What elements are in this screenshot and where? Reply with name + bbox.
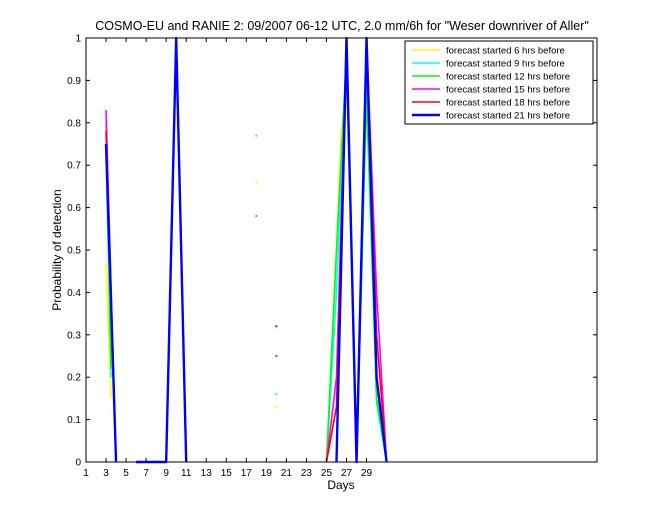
x-tick-label-12: 25 [321,468,333,479]
series-5 [104,36,388,464]
legend-label-3: forecast started 15 hrs before [446,85,570,96]
y-tick-label-3: 0.3 [67,330,81,341]
series-0-segment-0 [105,262,112,399]
series-5-segment-0 [104,143,118,463]
y-axis-ticks: 0 0.1 0.2 0.3 0.4 0.5 0.6 0.7 0.8 0.9 1 [67,34,597,469]
y-tick-label-7: 0.7 [67,161,81,172]
legend-label-2: forecast started 12 hrs before [446,72,570,83]
series-0-point-0 [255,181,258,184]
y-tick-label-8: 0.8 [67,118,81,129]
series-0-point-1 [275,405,278,408]
x-tick-label-9: 19 [261,468,273,479]
series-5-segment-2 [335,36,388,464]
chart-title: COSMO-EU and RANIE 2: 09/2007 06-12 UTC,… [95,19,589,33]
y-tick-label-4: 0.4 [67,288,81,299]
legend-label-5: forecast started 21 hrs before [446,111,570,122]
x-tick-label-1: 3 [103,468,109,479]
legend-label-1: forecast started 9 hrs before [446,59,565,70]
x-tick-label-2: 5 [123,468,129,479]
x-tick-label-7: 15 [221,468,233,479]
x-tick-label-10: 21 [281,468,293,479]
series-layer [104,36,388,464]
x-axis-label: Days [327,478,354,492]
legend-label-4: forecast started 18 hrs before [446,98,570,109]
legend-entries: forecast started 6 hrs before forecast st… [412,46,570,122]
y-tick-label-0: 0 [75,458,81,469]
legend-label-0: forecast started 6 hrs before [446,46,565,57]
series-2-point-0 [255,215,258,218]
x-tick-label-8: 17 [241,468,253,479]
y-tick-label-2: 0.2 [67,373,81,384]
y-tick-label-1: 0.1 [67,415,81,426]
x-tick-label-5: 11 [181,468,192,479]
y-tick-label-10: 1 [75,34,81,45]
y-tick-label-9: 0.9 [67,76,81,87]
x-tick-label-11: 23 [301,468,313,479]
y-tick-label-5: 0.5 [67,246,81,257]
y-tick-label-6: 0.6 [67,203,81,214]
series-4-point-0 [275,325,278,328]
series-5-segment-1 [136,36,188,464]
x-tick-label-4: 9 [163,468,169,479]
x-tick-label-3: 7 [143,468,149,479]
series-1-point-0 [255,134,258,137]
x-axis-ticks: 1 3 5 7 9 11 13 15 17 19 21 23 25 27 29 [83,38,373,479]
x-tick-label-14: 29 [361,468,373,479]
x-tick-label-0: 1 [83,468,89,479]
legend: forecast started 6 hrs before forecast st… [404,40,594,125]
series-3-point-0 [275,355,278,357]
x-tick-label-6: 13 [201,468,213,479]
y-axis-label: Probability of detection [50,189,64,310]
legend-box [404,40,594,125]
x-tick-label-13: 27 [341,468,353,479]
series-1-point-1 [275,393,278,396]
